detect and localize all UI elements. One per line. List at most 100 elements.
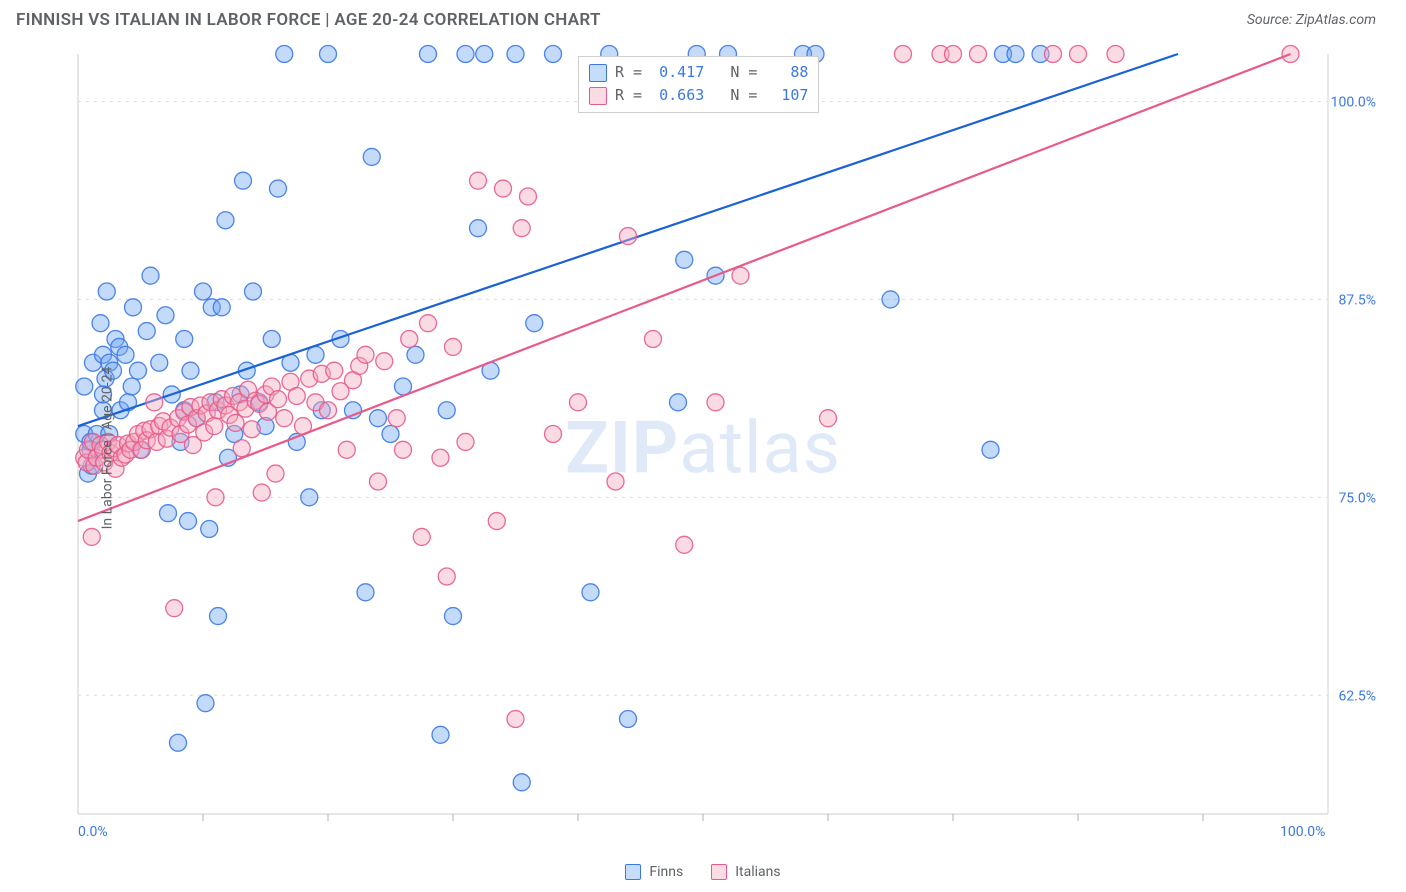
data-point — [213, 299, 230, 316]
data-point — [235, 172, 252, 189]
data-point — [970, 46, 987, 63]
y-tick-label: 75.0% — [1338, 490, 1376, 506]
data-point — [326, 362, 343, 379]
data-point — [123, 378, 140, 395]
source-credit: Source: ZipAtlas.com — [1247, 12, 1376, 28]
data-point — [197, 695, 214, 712]
data-point — [151, 354, 168, 371]
data-point — [76, 378, 93, 395]
data-point — [707, 394, 724, 411]
y-tick-label: 62.5% — [1338, 688, 1376, 704]
data-point — [820, 410, 837, 427]
legend-item: Finns — [625, 864, 683, 880]
data-point — [1045, 46, 1062, 63]
x-axis-max-label: 100.0% — [1280, 824, 1325, 840]
data-point — [301, 489, 318, 506]
data-point — [395, 441, 412, 458]
data-point — [432, 726, 449, 743]
data-point — [445, 608, 462, 625]
correlation-stats-box: R = 0.417 N = 88R = 0.663 N = 107 — [578, 56, 819, 113]
data-point — [182, 362, 199, 379]
data-point — [545, 46, 562, 63]
data-point — [507, 711, 524, 728]
data-point — [401, 331, 418, 348]
data-point — [130, 362, 147, 379]
data-point — [217, 212, 234, 229]
data-point — [92, 315, 109, 332]
y-axis-title: In Labor Force | Age 20-24 — [99, 367, 115, 530]
data-point — [170, 734, 187, 751]
data-point — [243, 421, 260, 438]
legend-item: Italians — [711, 864, 780, 880]
data-point — [263, 331, 280, 348]
data-point — [582, 584, 599, 601]
data-point — [160, 505, 177, 522]
data-point — [445, 338, 462, 355]
data-point — [545, 426, 562, 443]
data-point — [195, 283, 212, 300]
series-swatch — [589, 87, 607, 105]
data-point — [270, 180, 287, 197]
legend-swatch — [625, 864, 641, 880]
chart-title: FINNISH VS ITALIAN IN LABOR FORCE | AGE … — [16, 10, 601, 30]
data-point — [180, 513, 197, 530]
data-point — [607, 473, 624, 490]
data-point — [982, 441, 999, 458]
data-point — [357, 584, 374, 601]
data-point — [376, 353, 393, 370]
data-point — [288, 388, 305, 405]
legend-label: Italians — [735, 864, 780, 880]
data-point — [945, 46, 962, 63]
data-point — [233, 440, 250, 457]
data-point — [470, 172, 487, 189]
y-tick-label: 87.5% — [1338, 292, 1376, 308]
data-point — [320, 402, 337, 419]
data-point — [507, 46, 524, 63]
stats-row: R = 0.663 N = 107 — [589, 84, 808, 107]
scatter-chart: 62.5% 75.0% 87.5% 100.0% — [16, 38, 1390, 858]
data-point — [357, 346, 374, 363]
data-point — [413, 528, 430, 545]
data-point — [201, 521, 218, 538]
data-point — [206, 418, 223, 435]
series-swatch — [589, 64, 607, 82]
data-point — [895, 46, 912, 63]
data-point — [166, 600, 183, 617]
data-point — [83, 528, 100, 545]
data-point — [476, 46, 493, 63]
data-point — [676, 251, 693, 268]
data-point — [227, 414, 244, 431]
stats-row: R = 0.417 N = 88 — [589, 61, 808, 84]
data-point — [117, 346, 134, 363]
data-point — [488, 513, 505, 530]
data-point — [370, 410, 387, 427]
data-point — [338, 441, 355, 458]
data-point — [382, 426, 399, 443]
legend: Finns Italians — [0, 864, 1406, 880]
data-point — [407, 346, 424, 363]
data-point — [457, 433, 474, 450]
y-tick-label: 100.0% — [1331, 95, 1376, 111]
data-point — [270, 391, 287, 408]
data-point — [420, 315, 437, 332]
data-point — [620, 228, 637, 245]
data-point — [370, 473, 387, 490]
data-point — [513, 774, 530, 791]
data-point — [513, 220, 530, 237]
data-point — [520, 188, 537, 205]
data-point — [146, 394, 163, 411]
data-point — [320, 46, 337, 63]
data-point — [157, 307, 174, 324]
x-axis-min-label: 0.0% — [78, 824, 108, 840]
data-point — [142, 267, 159, 284]
chart-container: In Labor Force | Age 20-24 62.5% 75.0% 87.… — [16, 38, 1390, 858]
data-point — [245, 283, 262, 300]
data-point — [457, 46, 474, 63]
data-point — [388, 410, 405, 427]
data-point — [670, 394, 687, 411]
data-point — [176, 331, 193, 348]
data-point — [138, 323, 155, 340]
legend-label: Finns — [649, 864, 683, 880]
data-point — [432, 449, 449, 466]
data-point — [645, 331, 662, 348]
